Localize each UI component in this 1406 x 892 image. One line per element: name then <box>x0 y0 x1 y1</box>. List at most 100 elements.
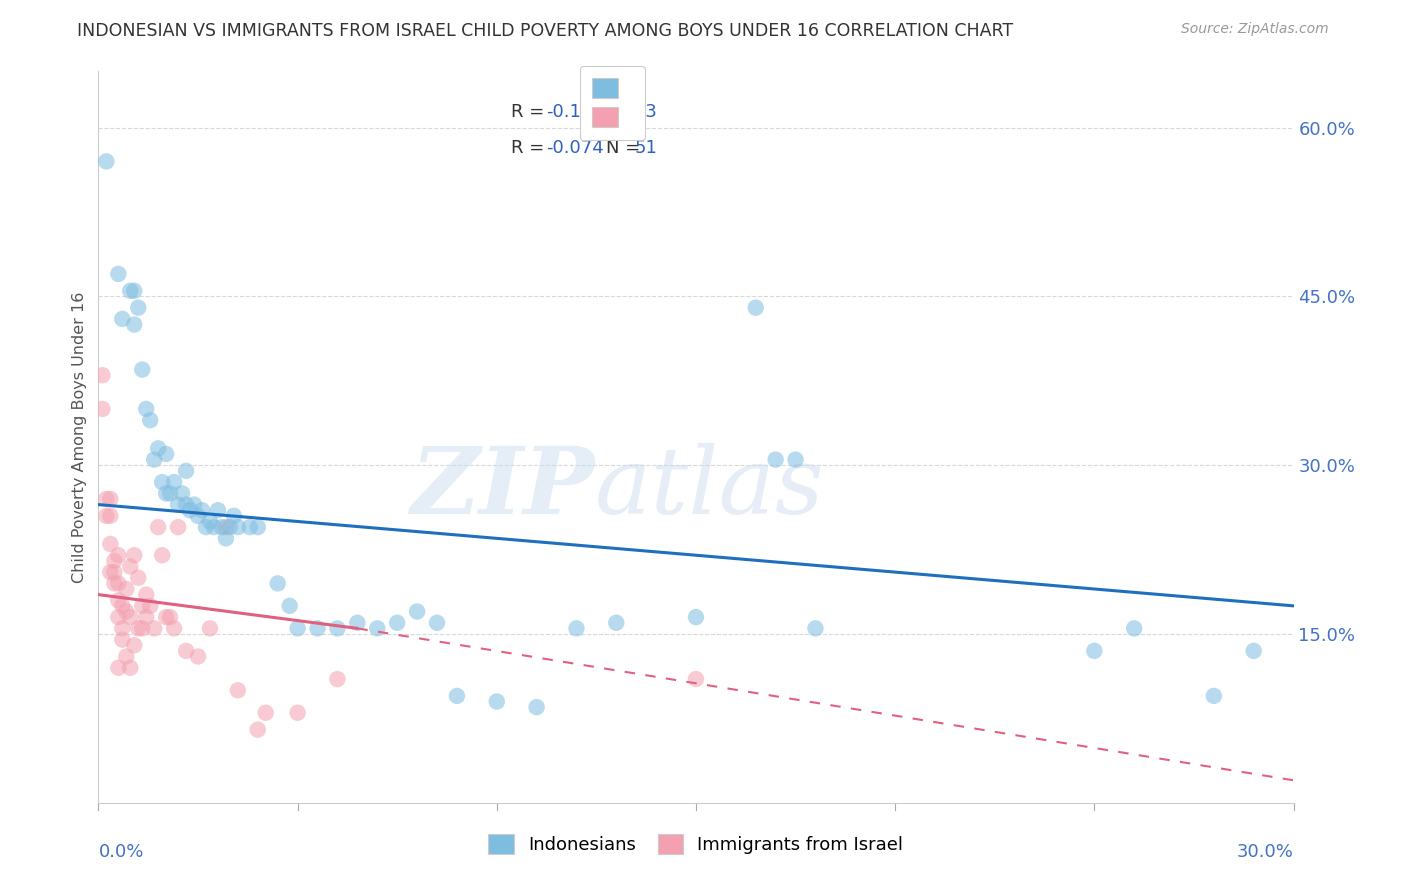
Point <box>107 267 129 281</box>
Point <box>120 559 142 574</box>
Point <box>804 621 827 635</box>
Point <box>148 442 170 456</box>
Point <box>150 548 173 562</box>
Point <box>226 520 249 534</box>
Point <box>1243 644 1265 658</box>
Point <box>254 706 277 720</box>
Point <box>1083 644 1105 658</box>
Point <box>267 576 290 591</box>
Text: INDONESIAN VS IMMIGRANTS FROM ISRAEL CHILD POVERTY AMONG BOYS UNDER 16 CORRELATI: INDONESIAN VS IMMIGRANTS FROM ISRAEL CHI… <box>77 22 1014 40</box>
Point <box>198 515 221 529</box>
Text: R =: R = <box>510 139 550 157</box>
Point <box>139 599 162 613</box>
Point <box>187 649 209 664</box>
Point <box>111 599 134 613</box>
Point <box>226 683 249 698</box>
Point <box>167 498 190 512</box>
Point <box>163 621 186 635</box>
Point <box>143 452 166 467</box>
Point <box>167 520 190 534</box>
Point <box>98 491 122 506</box>
Point <box>98 537 122 551</box>
Point <box>155 486 177 500</box>
Point <box>143 621 166 635</box>
Point <box>287 621 309 635</box>
Point <box>91 401 114 416</box>
Text: Source: ZipAtlas.com: Source: ZipAtlas.com <box>1181 22 1329 37</box>
Point <box>526 700 548 714</box>
Y-axis label: Child Poverty Among Boys Under 16: Child Poverty Among Boys Under 16 <box>72 292 87 582</box>
Point <box>107 610 129 624</box>
Point <box>278 599 301 613</box>
Point <box>446 689 468 703</box>
Point <box>96 508 118 523</box>
Text: 0.0%: 0.0% <box>98 843 143 861</box>
Point <box>131 621 153 635</box>
Point <box>685 610 707 624</box>
Point <box>124 638 146 652</box>
Point <box>215 520 238 534</box>
Point <box>135 610 157 624</box>
Point <box>195 520 218 534</box>
Text: 63: 63 <box>636 103 658 120</box>
Point <box>406 605 429 619</box>
Point <box>565 621 588 635</box>
Point <box>198 621 221 635</box>
Legend: Indonesians, Immigrants from Israel: Indonesians, Immigrants from Israel <box>479 825 912 863</box>
Point <box>159 486 181 500</box>
Point <box>107 593 129 607</box>
Text: 51: 51 <box>636 139 658 157</box>
Text: -0.153: -0.153 <box>547 103 605 120</box>
Point <box>139 413 162 427</box>
Point <box>148 520 170 534</box>
Point <box>115 605 138 619</box>
Text: ZIP: ZIP <box>411 443 595 533</box>
Point <box>124 284 146 298</box>
Point <box>155 610 177 624</box>
Point <box>98 565 122 579</box>
Point <box>91 368 114 383</box>
Point <box>765 452 787 467</box>
Point <box>187 508 209 523</box>
Point <box>155 447 177 461</box>
Point <box>215 532 238 546</box>
Point <box>172 486 194 500</box>
Point <box>785 452 807 467</box>
Point <box>222 508 245 523</box>
Point <box>120 610 142 624</box>
Point <box>366 621 388 635</box>
Point <box>124 548 146 562</box>
Point <box>96 491 118 506</box>
Point <box>163 475 186 489</box>
Point <box>135 401 157 416</box>
Point <box>127 571 149 585</box>
Point <box>346 615 368 630</box>
Point <box>115 582 138 596</box>
Point <box>246 520 269 534</box>
Point <box>111 621 134 635</box>
Point <box>96 154 118 169</box>
Point <box>131 599 153 613</box>
Point <box>107 661 129 675</box>
Point <box>131 362 153 376</box>
Point <box>485 694 508 708</box>
Point <box>426 615 449 630</box>
Point <box>326 672 349 686</box>
Point <box>246 723 269 737</box>
Point <box>1123 621 1146 635</box>
Point <box>111 312 134 326</box>
Point <box>211 520 233 534</box>
Text: N =: N = <box>606 139 647 157</box>
Point <box>239 520 262 534</box>
Point <box>385 615 409 630</box>
Point <box>98 508 122 523</box>
Text: R =: R = <box>510 103 550 120</box>
Point <box>174 464 197 478</box>
Text: N =: N = <box>606 103 647 120</box>
Point <box>127 621 149 635</box>
Point <box>107 548 129 562</box>
Point <box>219 520 242 534</box>
Point <box>326 621 349 635</box>
Point <box>745 301 768 315</box>
Point <box>605 615 627 630</box>
